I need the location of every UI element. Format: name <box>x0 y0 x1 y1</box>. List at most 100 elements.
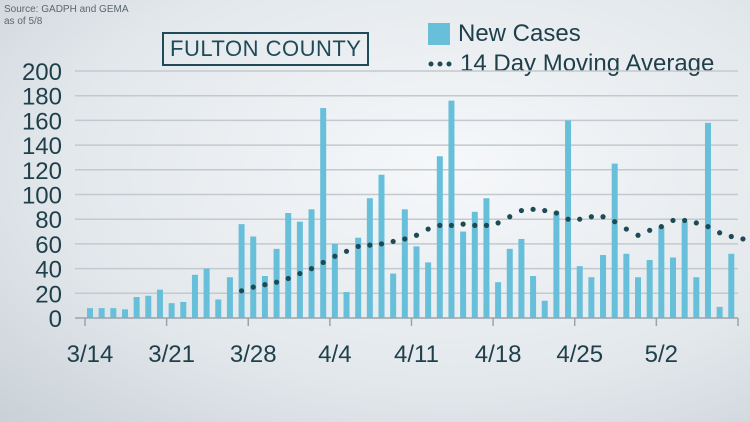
bar <box>145 295 152 318</box>
moving-average-point <box>332 253 338 259</box>
x-tick-label: 4/4 <box>318 341 351 368</box>
y-tick-label: 180 <box>22 84 62 111</box>
bar <box>623 253 630 318</box>
bar <box>355 237 362 318</box>
bar <box>670 257 676 318</box>
bar <box>681 221 688 318</box>
moving-average-point <box>588 214 594 220</box>
bar <box>226 277 233 318</box>
bar <box>238 224 245 318</box>
date-line: as of 5/8 <box>4 16 43 27</box>
y-tick-label: 20 <box>35 281 62 308</box>
moving-average-point <box>425 226 431 232</box>
bar <box>320 108 327 318</box>
bar <box>413 246 420 318</box>
moving-average-point <box>553 210 560 216</box>
moving-average-point <box>740 236 746 242</box>
y-tick-label: 140 <box>22 133 62 160</box>
bar <box>296 221 303 318</box>
bar <box>110 308 117 318</box>
bar <box>250 236 257 318</box>
bar <box>460 231 467 318</box>
legend-moving-average: 14 Day Moving Average <box>428 50 714 78</box>
bar <box>471 211 478 318</box>
moving-average-point <box>682 217 688 224</box>
moving-average-point <box>565 216 571 222</box>
county-label: FULTON COUNTY <box>162 32 370 66</box>
moving-average-point <box>495 220 501 226</box>
moving-average-point <box>390 238 396 245</box>
x-tick-label: 3/28 <box>230 341 277 368</box>
bar <box>553 211 560 318</box>
bar <box>600 255 607 318</box>
bar <box>180 301 187 318</box>
moving-average-point <box>273 279 280 285</box>
moving-average-point <box>612 219 618 225</box>
moving-average-point <box>285 275 291 282</box>
y-tick-label: 80 <box>35 207 62 234</box>
bar <box>87 308 93 318</box>
bar <box>331 243 338 318</box>
bar <box>646 259 653 318</box>
source-note: Source: GADPH and GEMA as of 5/8 <box>4 4 129 28</box>
moving-average-point <box>647 227 653 233</box>
moving-average-point <box>402 236 408 242</box>
moving-average-point <box>413 232 420 238</box>
moving-average-point <box>460 221 466 227</box>
y-tick-label: 120 <box>22 158 62 185</box>
bar <box>98 308 105 318</box>
moving-average-point <box>658 224 664 230</box>
dotted-line-icon <box>428 61 452 67</box>
moving-average-point <box>635 232 641 238</box>
moving-average-point <box>705 224 711 230</box>
bar <box>343 292 350 318</box>
legend-new-cases: New Cases <box>428 20 581 48</box>
y-tick-label: 0 <box>49 306 62 333</box>
x-tick-label: 4/11 <box>394 341 439 368</box>
bar <box>390 273 397 318</box>
bar <box>366 198 373 318</box>
y-tick-label: 100 <box>22 183 62 210</box>
bar <box>308 209 315 318</box>
moving-average-point <box>367 242 373 248</box>
bar <box>168 303 175 318</box>
bar <box>495 282 502 318</box>
moving-average-point <box>297 270 303 277</box>
bar <box>530 276 537 318</box>
x-tick-label: 5/2 <box>645 341 678 368</box>
moving-average-point <box>472 222 478 228</box>
moving-average-point <box>355 243 361 249</box>
moving-average-point <box>693 220 699 226</box>
bar-swatch-icon <box>428 23 450 45</box>
moving-average-point <box>238 288 245 294</box>
moving-average-point <box>483 222 490 228</box>
moving-average-point <box>437 222 443 228</box>
moving-average-point <box>320 259 326 266</box>
bar <box>191 274 198 318</box>
bar <box>261 276 268 318</box>
bar <box>728 253 735 318</box>
bar <box>285 213 292 318</box>
bar <box>203 268 210 318</box>
x-tick-label: 4/25 <box>556 341 603 368</box>
bar <box>483 198 490 318</box>
bar <box>658 226 665 318</box>
bar <box>635 277 642 318</box>
bar <box>576 266 583 318</box>
x-tick-label: 3/14 <box>67 341 114 368</box>
moving-average-point <box>717 230 723 236</box>
moving-average-point <box>530 206 536 212</box>
legend-label: 14 Day Moving Average <box>460 50 715 77</box>
bar <box>448 100 455 318</box>
moving-average-point <box>250 284 256 290</box>
bar <box>425 262 432 318</box>
y-tick-label: 40 <box>35 257 62 284</box>
moving-average-point <box>600 214 606 220</box>
bar <box>133 297 140 318</box>
moving-average-point <box>507 214 513 220</box>
moving-average-point <box>262 282 268 288</box>
bar <box>121 309 128 318</box>
moving-average-point <box>308 266 315 272</box>
moving-average-point <box>728 233 734 240</box>
